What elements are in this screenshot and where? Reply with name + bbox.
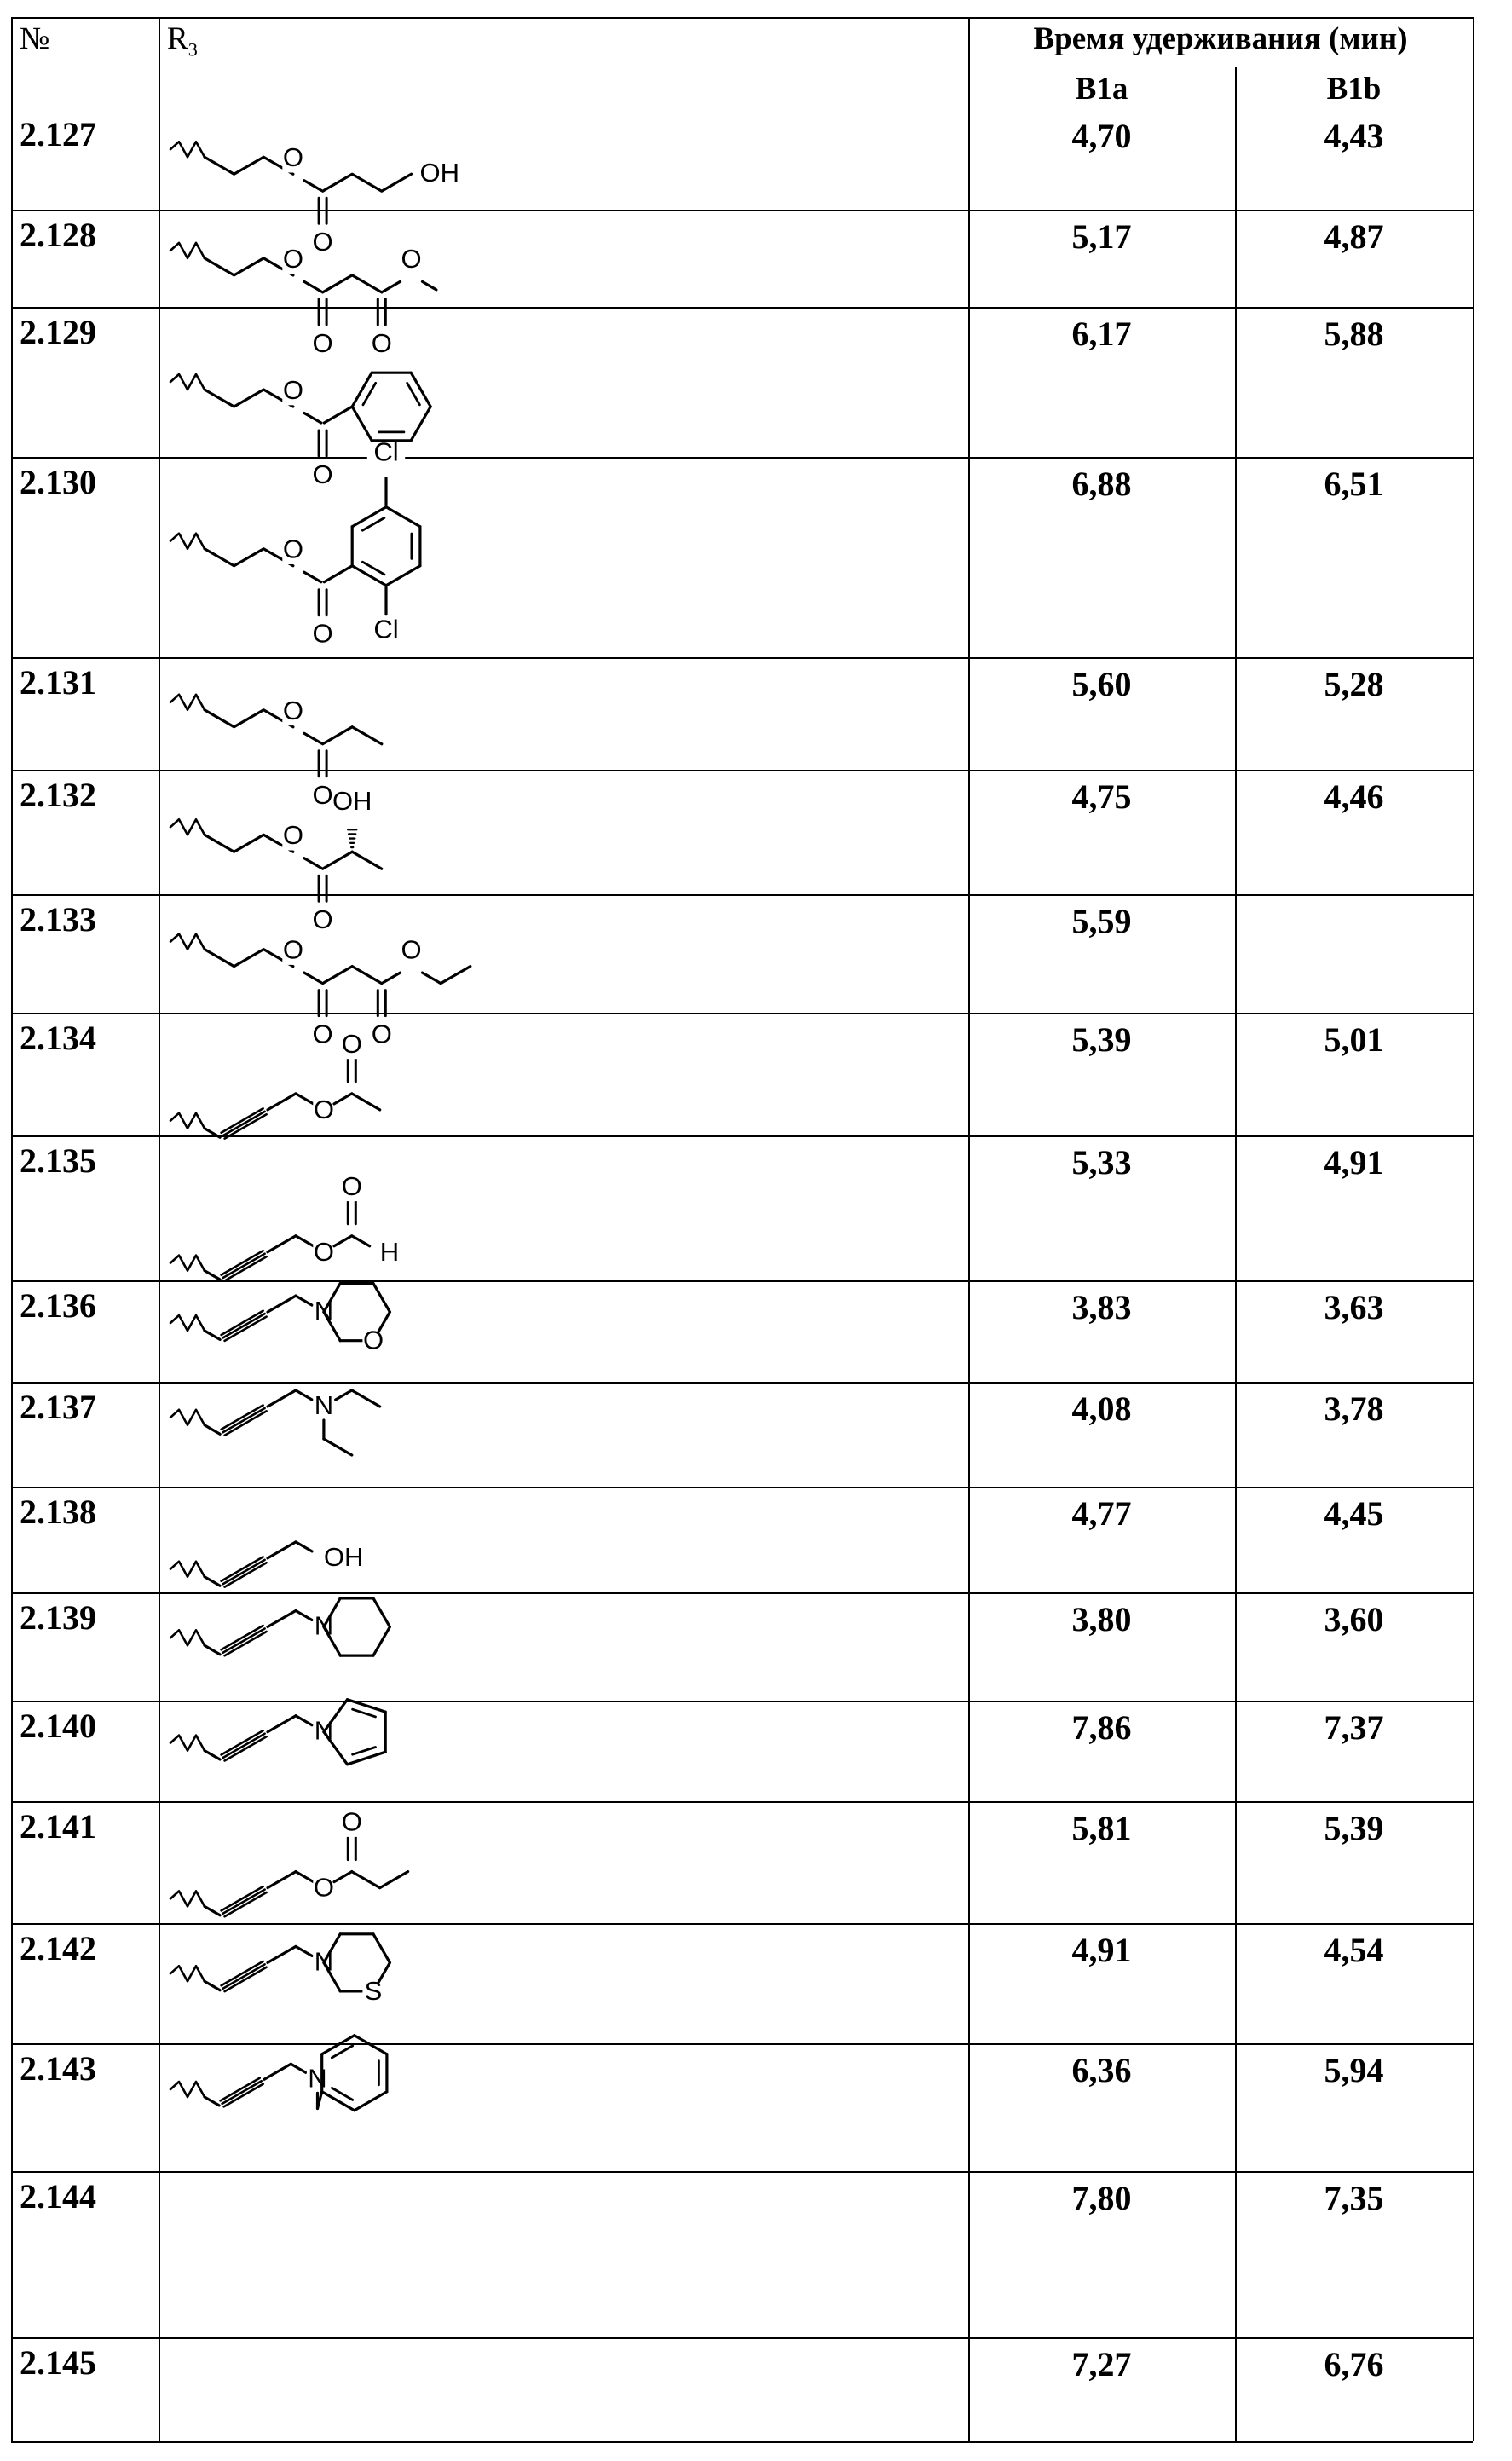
svg-text:O: O bbox=[313, 619, 333, 649]
svg-text:OH: OH bbox=[324, 1542, 364, 1572]
svg-text:O: O bbox=[342, 1807, 362, 1837]
svg-text:O: O bbox=[401, 244, 421, 274]
svg-text:O: O bbox=[363, 1326, 384, 1355]
svg-text:OH: OH bbox=[420, 158, 460, 188]
svg-text:S: S bbox=[365, 1976, 383, 2006]
svg-text:O: O bbox=[401, 935, 421, 965]
svg-text:N: N bbox=[308, 2063, 326, 2093]
svg-text:N: N bbox=[315, 1390, 333, 1420]
svg-text:O: O bbox=[283, 696, 303, 725]
svg-text:O: O bbox=[314, 1873, 334, 1903]
svg-text:O: O bbox=[342, 1171, 362, 1201]
svg-text:O: O bbox=[283, 935, 303, 965]
svg-text:O: O bbox=[314, 1095, 334, 1124]
svg-text:O: O bbox=[314, 1237, 334, 1267]
svg-text:O: O bbox=[283, 820, 303, 850]
svg-text:O: O bbox=[283, 244, 303, 274]
svg-text:Cl: Cl bbox=[373, 437, 398, 467]
svg-text:O: O bbox=[283, 534, 303, 564]
svg-text:O: O bbox=[283, 375, 303, 405]
svg-text:OH: OH bbox=[332, 786, 372, 816]
svg-text:Cl: Cl bbox=[373, 615, 398, 644]
svg-text:O: O bbox=[283, 142, 303, 172]
svg-text:H: H bbox=[380, 1237, 399, 1267]
svg-text:O: O bbox=[342, 1029, 362, 1059]
